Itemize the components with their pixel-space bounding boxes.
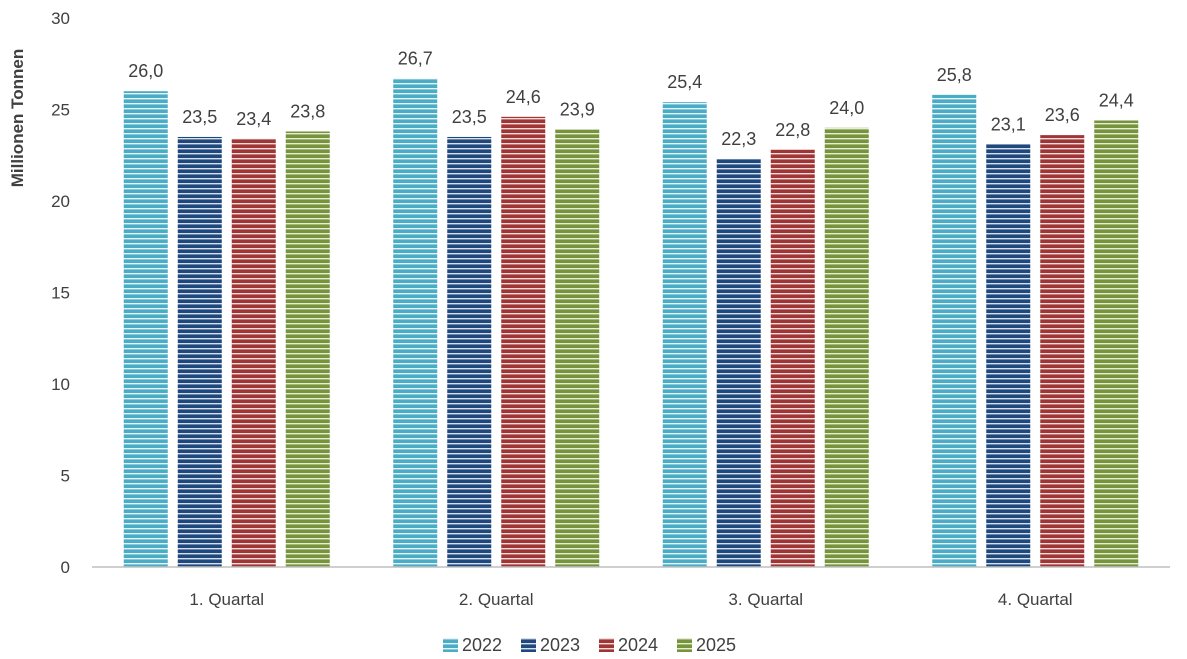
x-tick-label: 2. Quartal — [459, 590, 534, 609]
legend-label: 2023 — [540, 635, 580, 655]
data-label: 22,3 — [721, 129, 756, 149]
bar-2024-4 — [1040, 135, 1085, 567]
bar-2024-1 — [231, 138, 276, 567]
y-tick-label: 0 — [61, 558, 70, 577]
y-tick-label: 30 — [51, 9, 70, 28]
data-label: 25,4 — [667, 72, 702, 92]
x-tick-label: 3. Quartal — [728, 590, 803, 609]
data-label: 26,7 — [398, 48, 433, 68]
data-label: 23,4 — [236, 109, 271, 129]
bar-2023-4 — [986, 144, 1031, 567]
data-label: 25,8 — [937, 65, 972, 85]
legend: 2022 2023 2024 2025 — [443, 635, 736, 655]
data-label: 23,6 — [1045, 105, 1080, 125]
y-tick-label: 25 — [51, 101, 70, 120]
bar-2025-2 — [555, 129, 600, 567]
bar-2022-3 — [662, 102, 707, 568]
bar-2023-2 — [447, 136, 492, 567]
data-label: 23,8 — [290, 101, 325, 121]
data-label: 23,5 — [452, 107, 487, 127]
y-tick-label: 15 — [51, 284, 70, 303]
y-axis-title: Millionen Tonnen — [8, 49, 27, 188]
y-tick-label: 20 — [51, 192, 70, 211]
data-label: 24,6 — [506, 87, 541, 107]
data-label: 22,8 — [775, 120, 810, 140]
data-label: 24,0 — [829, 98, 864, 118]
legend-label: 2024 — [618, 635, 658, 655]
bar-2024-3 — [770, 149, 815, 567]
legend-label: 2025 — [696, 635, 736, 655]
legend-label: 2022 — [462, 635, 502, 655]
bar-2022-4 — [932, 94, 977, 568]
data-label: 23,1 — [991, 114, 1026, 134]
legend-swatch-2023 — [521, 638, 536, 652]
y-tick-label: 5 — [61, 467, 70, 486]
x-tick-label: 1. Quartal — [189, 590, 264, 609]
data-label: 23,9 — [560, 100, 595, 120]
bar-2025-1 — [285, 131, 330, 567]
bar-2025-4 — [1094, 120, 1139, 567]
bar-2022-2 — [393, 78, 438, 567]
data-label: 26,0 — [128, 61, 163, 81]
bar-2023-3 — [716, 158, 761, 567]
bar-2025-3 — [824, 127, 869, 568]
data-label: 23,5 — [182, 107, 217, 127]
y-tick-label: 10 — [51, 375, 70, 394]
bar-2023-1 — [177, 136, 222, 567]
data-label: 24,4 — [1099, 90, 1134, 110]
x-tick-label: 4. Quartal — [998, 590, 1073, 609]
legend-swatch-2025 — [677, 638, 692, 652]
bar-2024-2 — [501, 116, 546, 567]
legend-swatch-2024 — [599, 638, 614, 652]
bar-2022-1 — [123, 91, 168, 567]
legend-swatch-2022 — [443, 638, 458, 652]
